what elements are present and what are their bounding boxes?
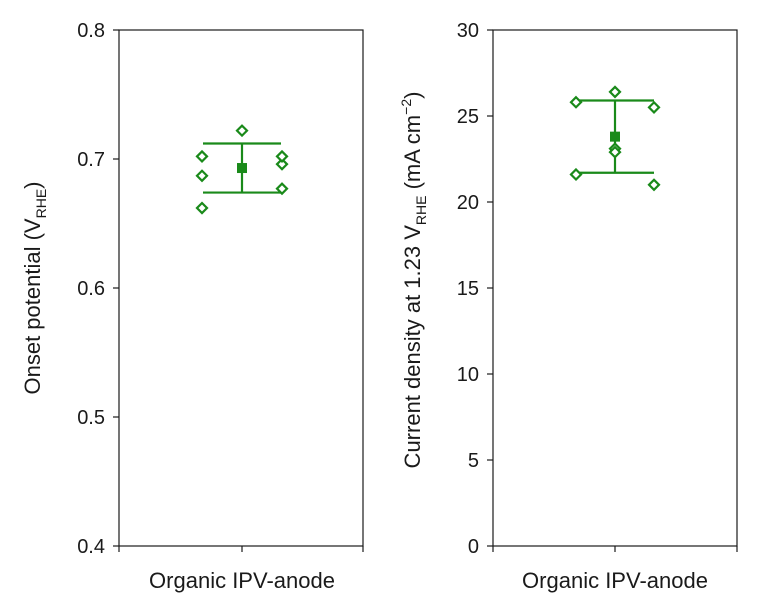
y-tick-label: 0.6 [77,278,105,300]
data-point [195,201,209,215]
data-point [569,95,583,109]
data-point [608,85,622,99]
plot-frame [118,29,364,547]
data-point [569,167,583,182]
x-category-label: Organic IPV-anode [149,568,335,593]
x-category-label: Organic IPV-anode [522,568,708,593]
data-point [647,178,661,192]
mean-marker [610,131,620,142]
data-point [275,182,289,196]
y-tick-label: 5 [468,450,479,472]
current-density-panel: 0 5 10 15 20 25 30 Organic IPV-anode Current den… [398,20,738,593]
y-axis-label: Current density at 1.23 VRHE (mA cm−2) [398,92,429,469]
y-tick-label: 15 [457,278,479,300]
y-tick-label: 20 [457,192,479,214]
y-tick-label: 0.4 [77,536,105,558]
y-tick-label: 25 [457,106,479,128]
mean-marker [237,163,247,174]
y-tick-label: 0 [468,536,479,558]
data-point [647,100,661,114]
data-point [195,169,209,183]
y-tick-label: 30 [457,20,479,42]
data-point [275,149,289,163]
y-tick-label: 0.8 [77,20,105,42]
data-point [235,124,249,138]
onset-potential-panel: 0.4 0.5 0.6 0.7 0.8 Organic IPV-anode Onset po… [20,20,364,593]
data-point [195,149,209,163]
data-point [275,157,289,171]
y-tick-label: 0.5 [77,407,105,429]
y-tick-label: 0.7 [77,149,105,171]
data-point [608,145,622,159]
y-axis-label: Onset potential (VRHE) [20,182,49,395]
y-tick-label: 10 [457,364,479,386]
